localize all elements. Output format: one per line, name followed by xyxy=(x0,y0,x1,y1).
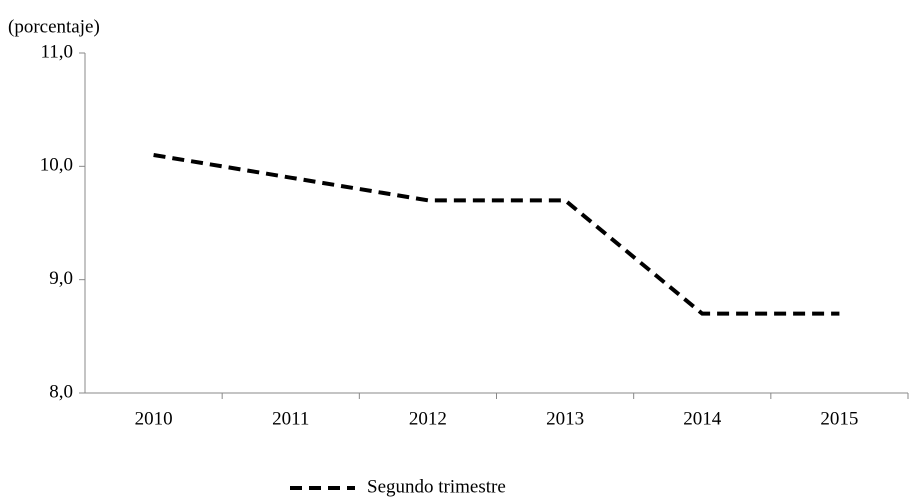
y-tick-label: 8,0 xyxy=(49,381,73,402)
x-tick-label: 2010 xyxy=(135,408,173,429)
x-tick-label: 2014 xyxy=(683,408,722,429)
y-axis-label: (porcentaje) xyxy=(8,16,100,37)
line-series xyxy=(153,153,840,316)
x-tick-label: 2012 xyxy=(409,408,447,429)
x-tick-label: 2015 xyxy=(820,408,858,429)
y-tick-label: 10,0 xyxy=(40,155,73,176)
x-tick-label: 2013 xyxy=(546,408,584,429)
y-tick-label: 9,0 xyxy=(49,268,73,289)
x-tick-label: 2011 xyxy=(272,408,309,429)
legend-label: Segundo trimestre xyxy=(367,476,506,497)
y-tick-label: 11,0 xyxy=(40,41,73,62)
